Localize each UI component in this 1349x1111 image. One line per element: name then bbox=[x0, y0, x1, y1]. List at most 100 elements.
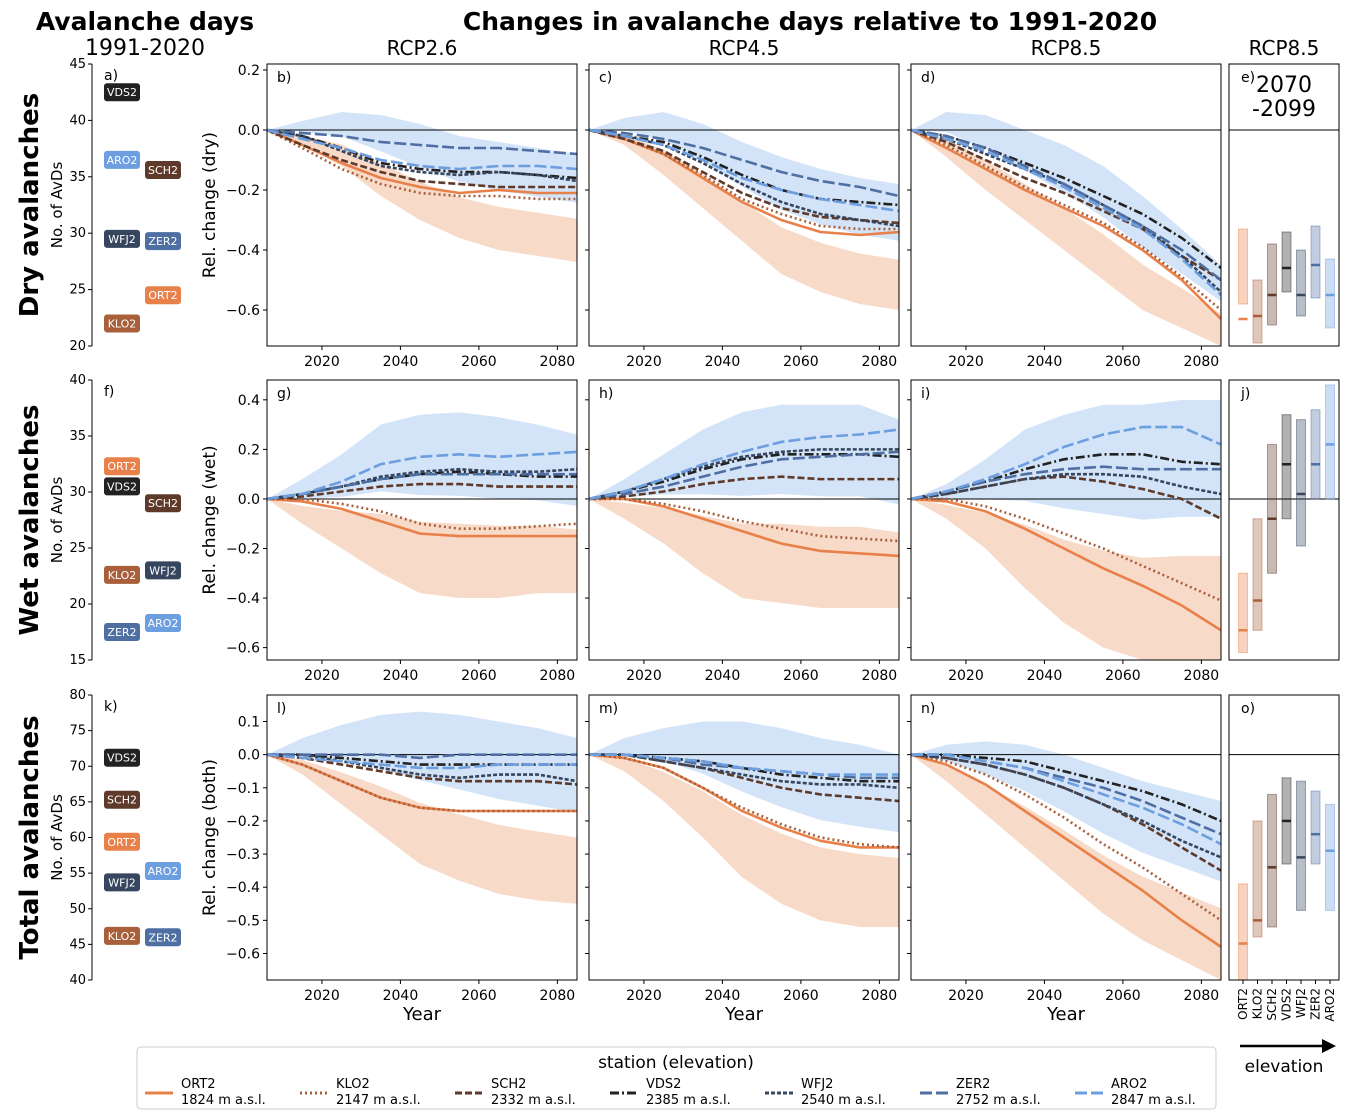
station-label-klo2 bbox=[104, 314, 140, 333]
series-line-klo2 bbox=[589, 497, 899, 543]
station-label-text: KLO2 bbox=[108, 317, 137, 330]
x-tick-label: 2060 bbox=[461, 354, 497, 370]
station-label-aro2 bbox=[104, 150, 140, 169]
x-tick-label: 2040 bbox=[705, 354, 741, 370]
uncertainty-band-high bbox=[267, 112, 577, 203]
hist-tick-label: 15 bbox=[69, 653, 86, 668]
uncertainty-band-low bbox=[589, 130, 899, 310]
series-line-zer2 bbox=[267, 753, 577, 760]
period-label: -2099 bbox=[1252, 97, 1316, 122]
x-tick-label: 2040 bbox=[1027, 354, 1063, 370]
x-tick-label: 2020 bbox=[948, 988, 984, 1004]
legend-title: station (elevation) bbox=[598, 1053, 754, 1073]
series-line-sch2 bbox=[911, 475, 1221, 520]
hist-ylabel-both: No. of AvDs bbox=[48, 794, 66, 881]
x-tick-label: 2040 bbox=[705, 988, 741, 1004]
hist-tick-label: 30 bbox=[69, 226, 86, 241]
legend-station: WFJ2 bbox=[801, 1077, 833, 1092]
station-label-text: WFJ2 bbox=[149, 564, 176, 577]
station-label-zer2 bbox=[104, 623, 140, 641]
y-tick-label: 0.0 bbox=[238, 123, 260, 139]
station-label-klo2 bbox=[104, 926, 140, 945]
box-station-label: ARO2 bbox=[1323, 988, 1337, 1022]
series-line-aro2 bbox=[911, 425, 1221, 501]
x-tick-label: 2020 bbox=[304, 988, 340, 1004]
legend-station: VDS2 bbox=[646, 1077, 681, 1092]
range-box-klo2 bbox=[1252, 820, 1263, 938]
legend-elevation: 1824 m a.s.l. bbox=[181, 1093, 266, 1108]
station-label-wfj2 bbox=[145, 561, 181, 580]
y-tick-label: 0.2 bbox=[238, 442, 260, 458]
x-tick-label: 2040 bbox=[1027, 988, 1063, 1004]
series-line-zer2 bbox=[267, 128, 577, 156]
station-label-text: VDS2 bbox=[107, 86, 137, 99]
uncertainty-band-high bbox=[589, 112, 899, 241]
panel-both-RCP4.5: m) 2020 2040 2060 2080 Year bbox=[585, 694, 900, 1025]
uncertainty-band-high bbox=[267, 711, 577, 813]
x-tick-label: 2060 bbox=[1105, 354, 1141, 370]
series-line-aro2 bbox=[911, 128, 1221, 296]
legend-station: ORT2 bbox=[181, 1077, 216, 1092]
legend-elevation: 2752 m a.s.l. bbox=[956, 1093, 1041, 1108]
series-line-wfj2 bbox=[267, 753, 577, 783]
range-box-aro2 bbox=[1325, 258, 1335, 329]
panel-frame bbox=[910, 379, 1222, 661]
station-label-text: SCH2 bbox=[148, 497, 178, 510]
station-label-text: WFJ2 bbox=[108, 233, 135, 246]
series-line-klo2 bbox=[267, 497, 577, 530]
legend-station: SCH2 bbox=[491, 1077, 526, 1092]
y-tick-label: −0.4 bbox=[226, 591, 260, 607]
x-axis-label: Year bbox=[724, 1004, 764, 1025]
box-station-label: VDS2 bbox=[1280, 988, 1294, 1021]
panel-box-dry: e) 2070-2099 bbox=[1228, 63, 1340, 347]
panel-wet-RCP2.6: g) 2020 2040 2060 2080 0.4 0.2 0.0 −0.2 −0.4 −0.6 R… bbox=[200, 379, 578, 684]
hist-tick-label: 60 bbox=[69, 831, 86, 846]
hist-tick-label: 40 bbox=[69, 373, 86, 388]
panel-dry-RCP8.5: d) 2020 2040 2060 2080 bbox=[907, 63, 1222, 370]
series-line-ort2 bbox=[911, 753, 1221, 948]
panel-frame bbox=[588, 379, 900, 661]
panel-both-RCP2.6: l) 2020 2040 2060 2080 0.1 0.0 −0.1 −0.2 −0.3 −0.4… bbox=[200, 694, 578, 1025]
x-tick-label: 2080 bbox=[862, 354, 898, 370]
range-box-sch2 bbox=[1267, 443, 1277, 574]
x-tick-label: 2080 bbox=[540, 988, 576, 1004]
panel-letter: o) bbox=[1241, 701, 1255, 717]
station-label-text: ZER2 bbox=[107, 626, 136, 639]
range-box-klo2 bbox=[1252, 518, 1263, 631]
hist-tick-label: 70 bbox=[69, 759, 86, 774]
y-tick-label: −0.3 bbox=[226, 847, 260, 863]
hist-tick-label: 25 bbox=[69, 541, 86, 556]
range-box-ort2 bbox=[1238, 228, 1248, 305]
panel-letter: m) bbox=[599, 701, 618, 717]
series-line-aro2 bbox=[589, 128, 899, 213]
x-tick-label: 2020 bbox=[626, 988, 662, 1004]
left-subtitle: 1991-2020 bbox=[85, 36, 205, 61]
station-label-wfj2 bbox=[104, 873, 140, 892]
station-label-text: KLO2 bbox=[108, 569, 137, 582]
legend-elevation: 2385 m a.s.l. bbox=[646, 1093, 731, 1108]
series-line-sch2 bbox=[589, 753, 899, 803]
uncertainty-band-high bbox=[911, 112, 1221, 302]
station-label-text: ARO2 bbox=[148, 865, 179, 878]
series-line-sch2 bbox=[589, 128, 899, 225]
series-line-zer2 bbox=[267, 472, 577, 501]
uncertainty-band-low bbox=[589, 498, 899, 608]
series-line-klo2 bbox=[911, 497, 1221, 602]
y-tick-label: −0.6 bbox=[226, 946, 260, 962]
station-label-text: VDS2 bbox=[107, 752, 137, 765]
panel-letter: a) bbox=[104, 68, 118, 84]
hist-tick-label: 65 bbox=[69, 795, 86, 810]
panel-letter: f) bbox=[104, 384, 114, 400]
y-axis-label: Rel. change (wet) bbox=[200, 445, 220, 594]
y-tick-label: −0.6 bbox=[226, 641, 260, 657]
x-tick-label: 2080 bbox=[862, 668, 898, 684]
series-line-klo2 bbox=[911, 753, 1221, 922]
range-box-sch2 bbox=[1267, 793, 1277, 928]
range-box-wfj2 bbox=[1296, 249, 1306, 317]
range-box-zer2 bbox=[1310, 225, 1321, 299]
series-line-zer2 bbox=[589, 128, 899, 198]
panel-frame bbox=[588, 694, 900, 981]
x-tick-label: 2020 bbox=[304, 354, 340, 370]
hist-tick-label: 30 bbox=[69, 485, 86, 500]
